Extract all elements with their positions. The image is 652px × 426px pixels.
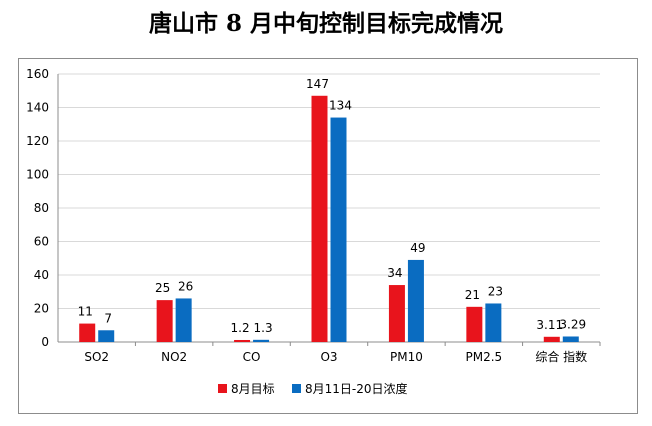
y-tick-label: 120 (26, 134, 49, 148)
data-label: 23 (488, 284, 503, 298)
x-tick-label: NO2 (161, 350, 187, 364)
bar-target (234, 339, 251, 342)
legend-label: 8月目标 (231, 382, 275, 396)
chart-title: 唐山市 8 月中旬控制目标完成情况 (148, 10, 504, 37)
data-label: 34 (387, 266, 402, 280)
y-tick-label: 0 (41, 335, 49, 349)
data-label: 26 (178, 279, 193, 293)
bar-target (79, 323, 96, 342)
y-tick-label: 40 (34, 268, 49, 282)
data-label: 147 (306, 77, 329, 91)
x-tick-label: CO (243, 350, 261, 364)
x-tick-label: PM10 (390, 350, 423, 364)
bar-target (388, 285, 405, 342)
bar-actual (253, 339, 270, 342)
bar-target (466, 306, 483, 342)
data-label: 7 (104, 311, 112, 325)
data-label: 3.11 (536, 318, 563, 332)
y-tick-label: 60 (34, 235, 49, 249)
x-tick-label: 综合 指数 (535, 349, 587, 364)
y-tick-label: 20 (34, 302, 49, 316)
y-tick-label: 100 (26, 168, 49, 182)
chart-frame (18, 58, 638, 414)
y-tick-label: 140 (26, 101, 49, 115)
y-tick-label: 160 (26, 67, 49, 81)
x-tick-label: PM2.5 (466, 350, 503, 364)
bar-actual (485, 303, 502, 342)
legend-label: 8月11日-20日浓度 (305, 381, 408, 396)
data-label: 49 (410, 241, 425, 255)
data-label: 1.3 (254, 321, 273, 335)
legend-swatch (218, 384, 227, 393)
y-tick-label: 80 (34, 201, 49, 215)
bar-target (156, 300, 173, 342)
x-tick-label: O3 (320, 350, 337, 364)
bar-actual (407, 259, 424, 342)
bar-actual (98, 330, 115, 342)
bar-actual (562, 336, 579, 342)
data-label: 21 (465, 288, 480, 302)
data-label: 134 (329, 99, 352, 113)
bar-target (311, 95, 328, 343)
bar-target (543, 336, 560, 342)
data-label: 3.29 (559, 317, 586, 331)
bar-actual (330, 117, 347, 342)
x-tick-label: SO2 (84, 350, 109, 364)
bar-actual (175, 298, 192, 342)
data-label: 25 (155, 281, 170, 295)
data-label: 11 (78, 305, 93, 319)
data-label: 1.2 (231, 321, 250, 335)
legend-swatch (292, 384, 301, 393)
